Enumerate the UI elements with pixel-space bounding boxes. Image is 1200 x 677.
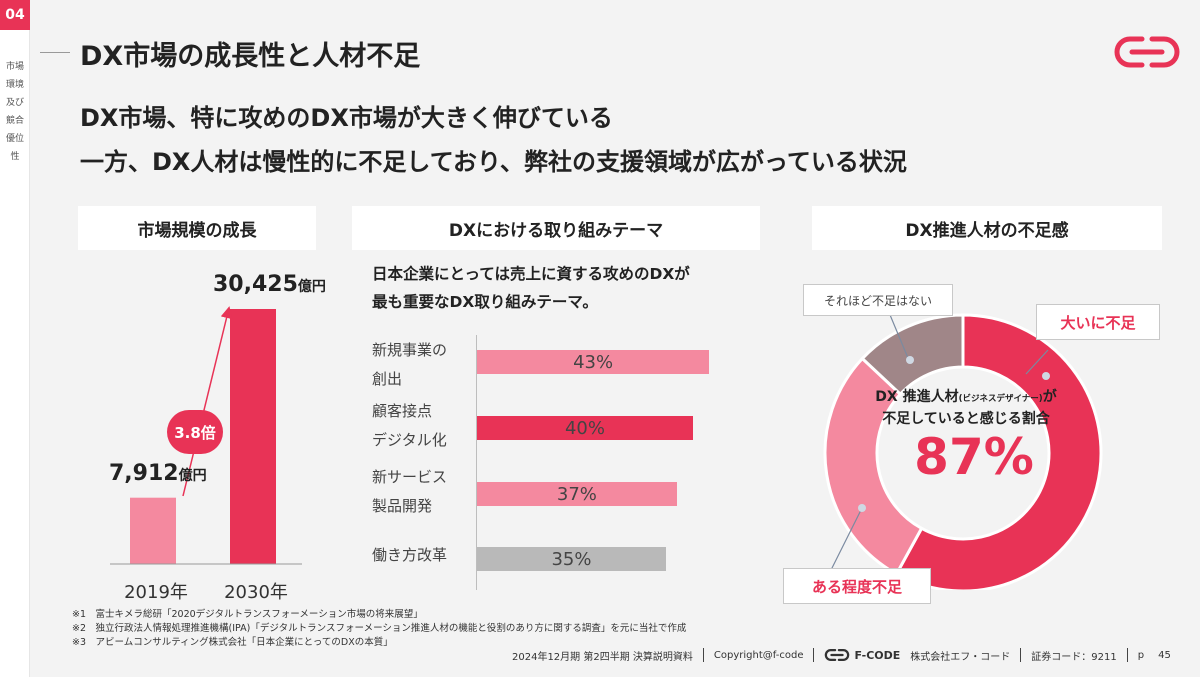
theme-1-label-a: 新規事業の bbox=[372, 341, 448, 359]
year-label-2030: 2030年 bbox=[224, 582, 288, 603]
leader-not bbox=[887, 309, 909, 359]
unit-2019: 億円 bbox=[178, 468, 207, 484]
donut-slice-some-shortage bbox=[823, 356, 924, 576]
themes-axis bbox=[476, 335, 477, 590]
donut-center-1a: DX 推進人材 bbox=[875, 389, 959, 405]
callout-big-shortage: 大いに不足 bbox=[1036, 304, 1160, 340]
value-label-2030: 30,425億円 bbox=[213, 272, 326, 297]
market-size-chart bbox=[110, 306, 302, 565]
leader-big bbox=[1025, 349, 1049, 375]
theme-2-value: 40% bbox=[564, 417, 605, 439]
bar-2030 bbox=[230, 309, 276, 564]
themes-panel-header: DXにおける取り組みテーマ bbox=[352, 206, 760, 250]
note-2: ※2 独立行政法人情報処理推進機構(IPA)「デジタルトランスフォーメーション推… bbox=[72, 623, 687, 634]
unit-2030: 億円 bbox=[297, 279, 326, 295]
theme-1-label-b: 創出 bbox=[372, 370, 403, 388]
themes-desc-2: 最も重要なDX取り組みテーマ。 bbox=[372, 293, 598, 311]
bar-2019 bbox=[130, 497, 176, 564]
theme-2-label-b: デジタル化 bbox=[372, 431, 447, 449]
theme-1-value: 43% bbox=[573, 351, 614, 373]
footer-page-number: 45 bbox=[1158, 649, 1171, 661]
footer-separator bbox=[1126, 648, 1128, 662]
market-panel-header: 市場規模の成長 bbox=[78, 206, 316, 250]
section-sidebar bbox=[0, 0, 30, 677]
footer-brand: F-CODE bbox=[854, 648, 901, 662]
footer-company: 株式会社エフ・コード bbox=[910, 651, 1011, 663]
leader-dot-some bbox=[858, 504, 866, 512]
footer-separator bbox=[702, 648, 704, 662]
footer: 2024年12月期 第2四半期 決算説明資料 Copyright@f-code … bbox=[512, 647, 1171, 663]
theme-3-bar: 37% bbox=[477, 482, 677, 506]
growth-arrow bbox=[182, 306, 233, 497]
leader-dot-big bbox=[1042, 372, 1050, 380]
section-number: 04 bbox=[0, 0, 30, 30]
title-rule bbox=[40, 52, 70, 53]
theme-3-label-a: 新サービス bbox=[372, 468, 448, 486]
footer-copyright: Copyright@f-code bbox=[713, 649, 804, 661]
page-title: DX市場の成長性と人材不足 bbox=[80, 41, 421, 72]
value-2019: 7,912 bbox=[109, 461, 179, 486]
fcode-logo-icon bbox=[1114, 36, 1180, 68]
note-1: ※1 富士キメラ総研「2020デジタルトランスフォーメーション市場の将来展望」 bbox=[72, 609, 423, 620]
theme-4-bar: 35% bbox=[477, 547, 666, 571]
footer-separator bbox=[813, 648, 815, 662]
talent-panel-header: DX推進人材の不足感 bbox=[812, 206, 1162, 250]
footer-period: 2024年12月期 第2四半期 決算説明資料 bbox=[512, 651, 693, 663]
footer-logo-icon bbox=[825, 649, 850, 661]
theme-3-label-b: 製品開発 bbox=[372, 497, 433, 515]
value-label-2019: 7,912億円 bbox=[109, 461, 207, 486]
theme-2-label-a: 顧客接点 bbox=[372, 402, 433, 420]
theme-3-value: 37% bbox=[556, 483, 597, 505]
year-label-2019: 2019年 bbox=[124, 582, 188, 603]
section-label: 市場環境及び競合優位性 bbox=[6, 62, 25, 162]
headline-line-1: DX市場、特に攻めのDX市場が大きく伸びている bbox=[80, 104, 613, 132]
donut-center-1b: が bbox=[1042, 389, 1057, 405]
theme-1-bar: 43% bbox=[477, 350, 710, 374]
donut-center-value: 87% bbox=[914, 428, 1034, 486]
donut-center-line-2: 不足していると感じる割合 bbox=[882, 411, 1050, 427]
footer-separator bbox=[1020, 648, 1022, 662]
themes-desc-1: 日本企業にとっては売上に資する攻めのDXが bbox=[372, 265, 690, 283]
growth-badge: 3.8倍 bbox=[167, 410, 223, 454]
note-3: ※3 アビームコンサルティング株式会社「日本企業にとってのDXの本質」 bbox=[72, 637, 393, 648]
footer-page-prefix: p bbox=[1137, 649, 1145, 661]
callout-not-short: それほど不足はない bbox=[803, 284, 953, 316]
theme-2-bar: 40% bbox=[477, 416, 693, 440]
footer-ticker: 証券コード：9211 bbox=[1031, 651, 1117, 663]
callout-some-shortage: ある程度不足 bbox=[783, 568, 931, 604]
theme-4-label-a: 働き方改革 bbox=[372, 546, 448, 564]
donut-center-line-1: DX 推進人材(ビジネスデザイナー)が bbox=[846, 386, 1086, 406]
theme-4-value: 35% bbox=[551, 548, 592, 570]
donut-center-1-small: (ビジネスデザイナー) bbox=[958, 394, 1043, 404]
headline-line-2: 一方、DX人材は慢性的に不足しており、弊社の支援領域が広がっている状況 bbox=[80, 148, 907, 176]
value-2030: 30,425 bbox=[213, 272, 298, 297]
leader-dot-not bbox=[906, 356, 914, 364]
donut-slice-not-short bbox=[860, 313, 965, 397]
leader-some bbox=[827, 507, 863, 577]
